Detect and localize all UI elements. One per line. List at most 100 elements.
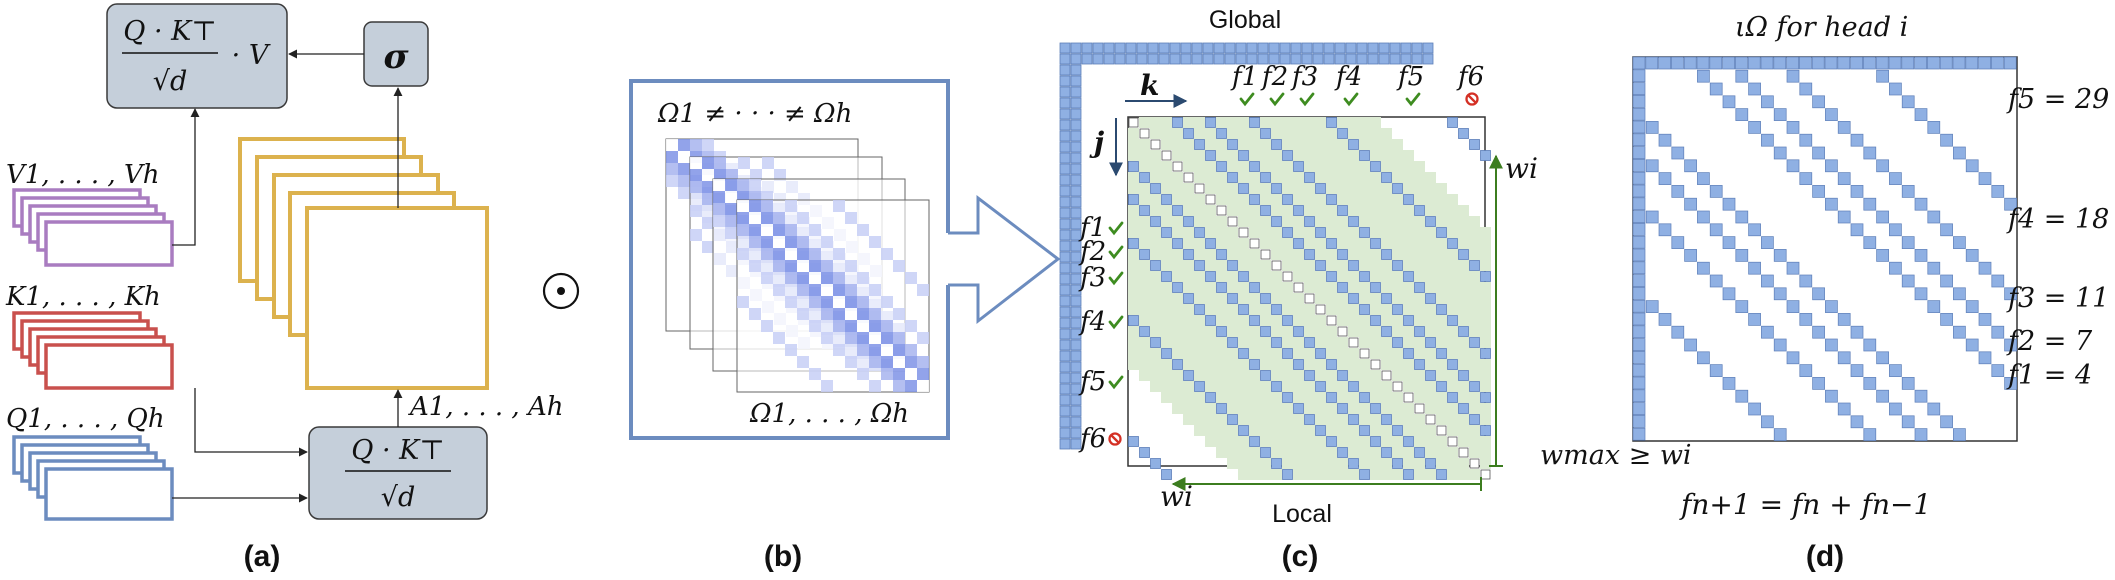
global-col-cell: [1632, 159, 1646, 172]
global-token-cell: [1202, 42, 1214, 54]
local-window-cell: [1425, 469, 1436, 480]
local-window-cell: [1194, 271, 1205, 282]
heatmap-cell: [845, 332, 857, 344]
local-window-cell: [1161, 205, 1172, 216]
heatmap-cell: [713, 215, 725, 227]
local-window-cell: [1359, 216, 1370, 227]
local-window-cell: [1183, 117, 1194, 128]
local-window-cell: [1359, 414, 1370, 425]
global-token-cell: [1070, 218, 1082, 230]
dilated-cell: [1260, 205, 1271, 216]
local-window-cell: [1304, 282, 1315, 293]
local-window-cell: [1238, 370, 1249, 381]
local-window-cell: [1150, 271, 1161, 282]
dilated-cell: [1348, 458, 1359, 469]
heatmap-cell: [893, 332, 905, 344]
local-window-cell: [1436, 249, 1447, 260]
local-window-cell: [1227, 370, 1238, 381]
heatmap-cell: [845, 212, 857, 224]
fib-cell: [1671, 185, 1685, 198]
heatmap-cell: [749, 224, 761, 236]
dilated-cell: [1326, 392, 1337, 403]
local-label: Local: [1272, 500, 1332, 528]
heatmap-cell: [678, 163, 690, 175]
heatmap-cell: [833, 284, 845, 296]
heatmap-cell: [797, 308, 809, 320]
local-window-cell: [1480, 458, 1491, 469]
global-token-cell: [1070, 328, 1082, 340]
local-window-cell: [1194, 425, 1205, 436]
global-col-cell: [1632, 402, 1646, 415]
local-window-cell: [1139, 216, 1150, 227]
global-token-cell: [1070, 229, 1082, 241]
fib-cell: [1901, 95, 1915, 109]
fib-cell: [1889, 261, 1902, 275]
local-window-cell: [1249, 260, 1260, 271]
fib-cell: [1901, 377, 1915, 390]
fib-cell: [1786, 69, 1800, 83]
local-window-cell: [1139, 348, 1150, 359]
local-window-cell: [1161, 260, 1172, 271]
global-token-cell: [1400, 42, 1412, 54]
local-window-cell: [1392, 271, 1403, 282]
dilated-cell: [1227, 139, 1238, 150]
local-window-cell: [1183, 348, 1194, 359]
local-window-cell: [1370, 326, 1381, 337]
local-window-cell: [1315, 392, 1326, 403]
local-window-cell: [1293, 348, 1304, 359]
local-window-cell: [1403, 458, 1414, 469]
fib-cell: [1927, 402, 1941, 416]
local-window-cell: [1315, 403, 1326, 414]
local-window-cell: [1359, 205, 1370, 216]
local-window-cell: [1183, 238, 1194, 249]
local-window-cell: [1414, 238, 1425, 249]
local-window-cell: [1238, 117, 1249, 128]
local-window-cell: [1359, 249, 1370, 260]
local-window-cell: [1403, 227, 1414, 238]
local-window-cell: [1161, 392, 1172, 403]
fib-cell: [1645, 121, 1659, 134]
local-window-cell: [1194, 315, 1205, 326]
local-window-cell: [1249, 304, 1260, 315]
global-token-cell: [1092, 42, 1104, 54]
local-window-cell: [1414, 216, 1425, 227]
global-col-cell: [1632, 171, 1646, 185]
local-window-cell: [1282, 260, 1293, 271]
check-icon: [1269, 92, 1285, 107]
heatmap-cell: [809, 248, 821, 260]
dilated-cell: [1161, 227, 1172, 238]
fib-cell: [1953, 287, 1966, 301]
fib-cell: [1735, 249, 1749, 262]
f-label-left-3: f3: [1078, 263, 1106, 293]
fib-cell: [1850, 133, 1864, 147]
heatmap-cell: [749, 308, 761, 320]
local-window-cell: [1370, 304, 1381, 315]
local-window-cell: [1315, 326, 1326, 337]
dilated-cell: [1183, 370, 1194, 381]
heatmap-cell: [857, 308, 869, 320]
local-window-cell: [1337, 260, 1348, 271]
local-window-cell: [1348, 227, 1359, 238]
local-window-cell: [1436, 183, 1447, 194]
local-window-cell: [1139, 282, 1150, 293]
heatmap-cell: [761, 200, 773, 212]
dilated-cell: [1436, 348, 1447, 359]
local-window-cell: [1304, 326, 1315, 337]
local-window-cell: [1458, 392, 1469, 403]
heatmap-cell: [869, 320, 881, 332]
heatmap-cell: [857, 344, 869, 356]
fib-cell: [1876, 389, 1889, 403]
heatmap-cell: [762, 157, 774, 169]
local-window-cell: [1348, 183, 1359, 194]
local-window-cell: [1315, 117, 1326, 128]
heatmap-cell: [797, 248, 809, 260]
local-window-cell: [1205, 172, 1216, 183]
heatmap-cell: [857, 272, 869, 284]
dilated-cell: [1139, 249, 1150, 260]
fib-cell: [1940, 274, 1953, 288]
dilated-cell: [1436, 469, 1447, 480]
dilated-cell: [1282, 315, 1293, 326]
local-window-cell: [1403, 172, 1414, 183]
dilated-cell: [1172, 205, 1183, 216]
